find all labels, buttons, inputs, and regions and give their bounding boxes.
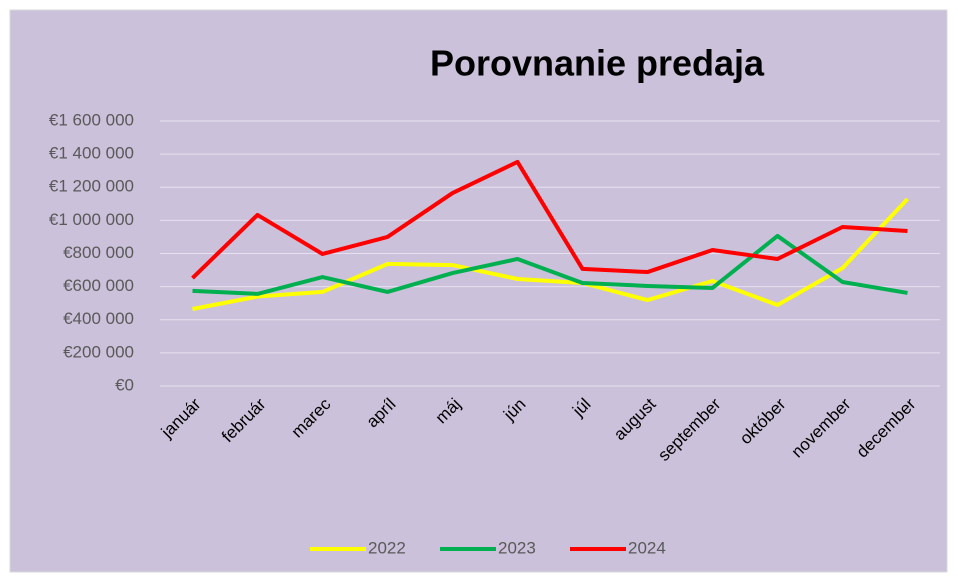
chart-area	[9, 9, 948, 573]
y-tick-label: €200 000	[63, 342, 134, 361]
y-tick-label: €1 400 000	[49, 144, 134, 163]
y-tick-label: €0	[115, 375, 134, 394]
y-tick-label: €400 000	[63, 309, 134, 328]
series-line	[192, 197, 909, 311]
y-tick-label: €600 000	[63, 276, 134, 295]
y-tick-label: €1 000 000	[49, 210, 134, 229]
y-tick-label: €1 200 000	[49, 177, 134, 196]
series-line	[192, 233, 908, 296]
legend-label: 2023	[498, 538, 536, 557]
y-tick-label: €1 600 000	[49, 110, 134, 129]
chart-title: Porovnanie predaja	[430, 43, 765, 84]
series-line	[191, 159, 908, 280]
legend-label: 2022	[368, 538, 406, 557]
y-tick-label: €800 000	[63, 243, 134, 262]
legend-label: 2024	[628, 538, 666, 557]
